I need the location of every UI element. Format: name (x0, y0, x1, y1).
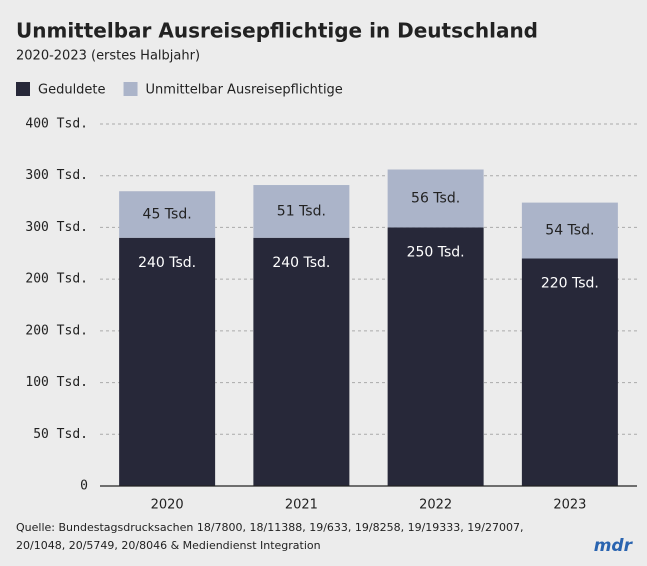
source: Quelle: Bundestagsdrucksachen 18/7800, 1… (16, 521, 523, 534)
legend-swatch (123, 82, 138, 96)
x-tick-label: 2022 (419, 498, 452, 513)
data-label: 45 Tsd. (143, 207, 192, 223)
y-tick-label: 300 Tsd. (25, 168, 88, 183)
bar-segment (119, 237, 216, 486)
legend-label: Geduldete (38, 83, 106, 98)
bar-segment (253, 237, 350, 486)
y-tick-label: 100 Tsd. (25, 375, 88, 390)
legend-swatch (16, 82, 30, 96)
y-tick-label: 50 Tsd. (33, 427, 88, 442)
logo: mdr (594, 536, 634, 556)
data-label: 240 Tsd. (138, 255, 196, 271)
bar-segment (253, 185, 350, 238)
data-label: 220 Tsd. (541, 275, 599, 291)
x-tick-label: 2021 (285, 498, 318, 513)
data-label: 250 Tsd. (407, 244, 465, 260)
y-tick-label: 0 (80, 479, 88, 494)
data-label: 51 Tsd. (277, 203, 326, 219)
data-label: 54 Tsd. (545, 223, 594, 239)
y-tick-label: 200 Tsd. (25, 272, 88, 287)
chart-title: Unmittelbar Ausreisepflichtige in Deutsc… (16, 19, 538, 43)
bar-segment (521, 258, 618, 486)
source: 20/1048, 20/5749, 20/8046 & Mediendienst… (16, 539, 321, 552)
bar-segment (119, 191, 216, 238)
x-tick-label: 2023 (553, 498, 586, 513)
legend-label: Unmittelbar Ausreisepflichtige (146, 83, 343, 98)
data-label: 56 Tsd. (411, 190, 460, 206)
bar-segment (387, 227, 484, 486)
bar-segment (521, 202, 618, 259)
x-tick-label: 2020 (151, 498, 184, 513)
chart-subtitle: 2020-2023 (erstes Halbjahr) (16, 49, 200, 64)
y-tick-label: 300 Tsd. (25, 220, 88, 235)
bar-segment (387, 169, 484, 228)
y-tick-label: 200 Tsd. (25, 323, 88, 338)
y-tick-label: 400 Tsd. (25, 117, 88, 132)
data-label: 240 Tsd. (272, 255, 330, 271)
